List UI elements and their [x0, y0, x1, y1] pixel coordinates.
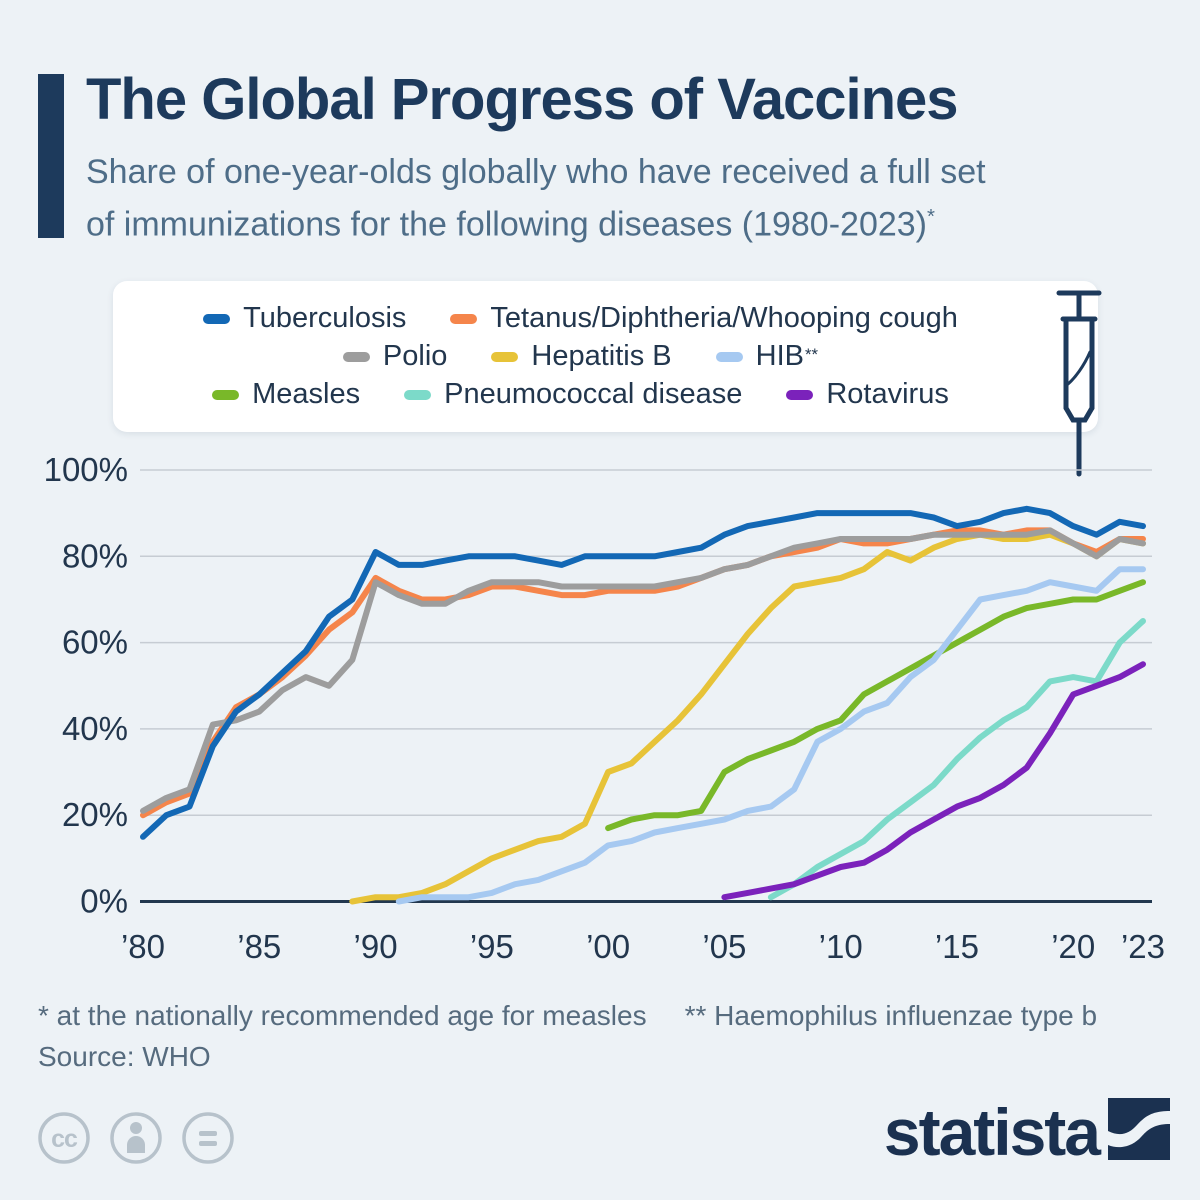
x-tick-label: ’10: [819, 928, 863, 965]
y-tick-label: 60%: [62, 624, 128, 661]
legend-row-2: Polio Hepatitis B HIB **: [133, 340, 1028, 373]
title-accent-bar: [38, 74, 64, 238]
series-line-tuberculosis: [140, 505, 1146, 840]
x-tick-label: ’90: [354, 928, 398, 965]
legend-item-tetanus-diphtheria-whooping-cough: Tetanus/Diphtheria/Whooping cough: [450, 302, 958, 335]
x-tick-label: ’85: [237, 928, 281, 965]
footnote-mark: *: [927, 206, 935, 228]
series-line-polio: [140, 527, 1146, 814]
license-icons: cc: [38, 1112, 234, 1164]
x-tick-label: ’00: [586, 928, 630, 965]
source-label: Source: WHO: [38, 1041, 211, 1072]
legend-swatch-hepatitis-b: [491, 351, 519, 362]
legend-label-hib: HIB: [755, 340, 804, 372]
series-line-measles: [605, 579, 1146, 832]
legend-swatch-rotavirus: [786, 389, 814, 400]
x-tick-label: ’15: [935, 928, 979, 965]
page-title: The Global Progress of Vaccines: [86, 67, 959, 132]
attribution-icon: [110, 1112, 162, 1164]
legend-swatch-polio: [342, 351, 370, 362]
cc-icon: [38, 1112, 90, 1164]
legend-label-measles: Measles: [252, 378, 361, 410]
y-tick-label: 80%: [62, 537, 128, 574]
legend-label-pneumococcal-disease: Pneumococcal disease: [444, 378, 743, 410]
subtitle-line-1: Share of one-year-olds globally who have…: [86, 153, 986, 191]
legend-swatch-tetanus-diphtheria-whooping-cough: [450, 313, 478, 324]
legend-swatch-hib: [715, 351, 743, 362]
legend-item-polio: Polio: [342, 340, 448, 373]
y-tick-label: 40%: [62, 710, 128, 747]
statista-logo: statista: [883, 1094, 1170, 1169]
syringe-icon: [1056, 290, 1102, 477]
x-tick-label: ’20: [1051, 928, 1095, 965]
legend-swatch-tuberculosis: [203, 313, 231, 324]
legend-item-hepatitis-b: Hepatitis B: [491, 340, 672, 373]
footnotes: * at the nationally recommended age for …: [38, 1000, 1097, 1032]
statista-wordmark: statista: [883, 1094, 1101, 1169]
legend-swatch-pneumococcal-disease: [404, 389, 432, 400]
legend-item-rotavirus: Rotavirus: [786, 378, 949, 411]
legend-label-tetanus-diphtheria-whooping-cough: Tetanus/Diphtheria/Whooping cough: [490, 302, 958, 334]
series-line-rotavirus: [721, 661, 1146, 901]
footnote-measles: * at the nationally recommended age for …: [38, 1000, 647, 1031]
legend-rows: Tuberculosis Tetanus/Diphtheria/Whooping …: [113, 281, 1098, 432]
x-tick-label: ’05: [702, 928, 746, 965]
footnote-hib: ** Haemophilus influenzae type b: [684, 1000, 1098, 1031]
series-line-pneumococcal-disease: [767, 618, 1146, 901]
legend-item-measles: Measles: [212, 378, 360, 411]
series-line-hib: [395, 566, 1146, 905]
y-tick-label: 0%: [80, 883, 128, 920]
x-tick-label: ’80: [121, 928, 165, 965]
subtitle-line-2: of immunizations for the following disea…: [86, 205, 935, 244]
x-tick-label: ’95: [470, 928, 514, 965]
legend-box: Tuberculosis Tetanus/Diphtheria/Whooping …: [113, 281, 1098, 432]
x-tick-label: ’23: [1121, 928, 1165, 965]
statista-logo-icon: [1108, 1098, 1170, 1160]
y-tick-label: 20%: [62, 796, 128, 833]
legend-row-3: Measles Pneumococcal disease Rotavirus: [133, 378, 1028, 411]
legend-row-1: Tuberculosis Tetanus/Diphtheria/Whooping …: [133, 302, 1028, 335]
y-tick-label: 100%: [44, 451, 128, 488]
page-subtitle: Share of one-year-olds globally who have…: [86, 150, 986, 247]
legend-label-tuberculosis: Tuberculosis: [243, 302, 407, 334]
legend-label-rotavirus: Rotavirus: [826, 378, 949, 410]
series-line-hepatitis-b: [349, 531, 1146, 905]
legend-label-polio: Polio: [382, 340, 448, 372]
no-derivatives-icon: [182, 1112, 234, 1164]
legend-swatch-measles: [212, 389, 240, 400]
series-line-tetanus-diphtheria-whooping-cough: [140, 527, 1146, 819]
legend-item-tuberculosis: Tuberculosis: [203, 302, 406, 335]
legend-item-hib: HIB **: [715, 340, 818, 373]
svg-text:cc: cc: [51, 1125, 78, 1153]
legend-label-hepatitis-b: Hepatitis B: [531, 340, 672, 372]
legend-item-pneumococcal-disease: Pneumococcal disease: [404, 378, 742, 411]
